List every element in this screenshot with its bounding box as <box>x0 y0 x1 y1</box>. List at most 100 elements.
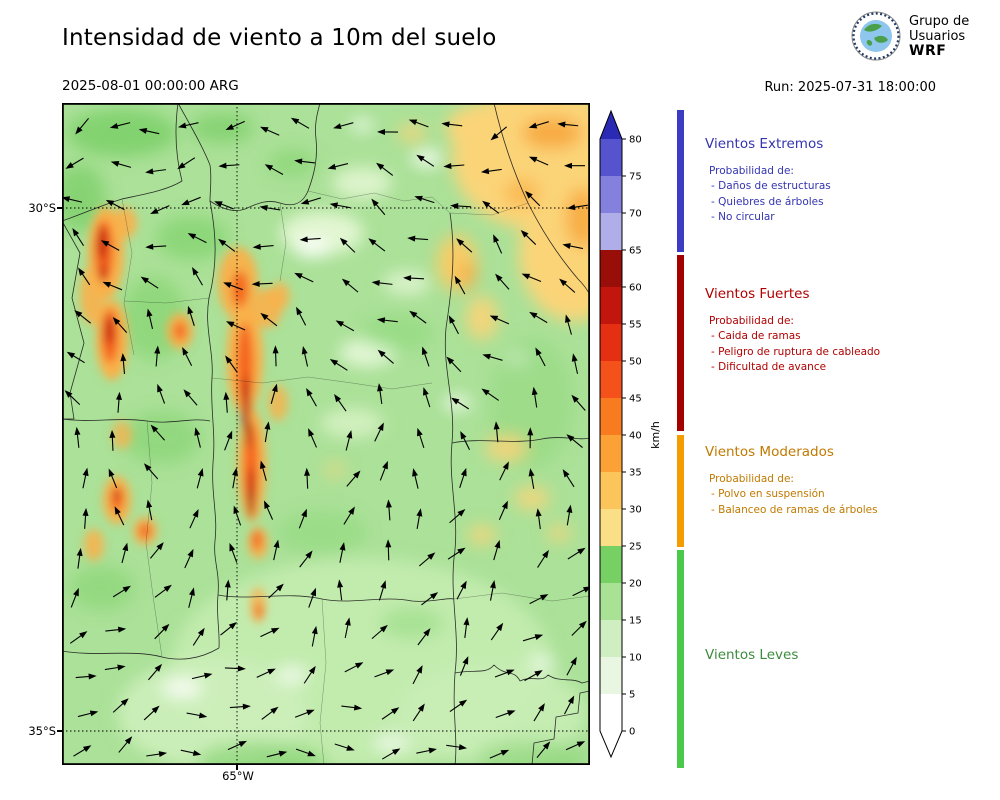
wind-arrow <box>371 279 393 286</box>
wind-arrow <box>481 388 499 401</box>
wind-arrow <box>418 552 436 567</box>
wind-arrow <box>339 237 356 253</box>
colorbar-tick-label: 5 <box>629 690 635 701</box>
wind-arrow <box>182 346 193 366</box>
wind-arrow <box>525 190 541 207</box>
legend-section: Vientos Moderados Probabilidad de: - Polvo… <box>705 444 878 518</box>
wind-arrow <box>566 656 577 676</box>
wind-arrow <box>499 461 509 481</box>
wind-arrow <box>524 670 543 682</box>
wind-arrow <box>273 539 280 561</box>
wind-arrow <box>112 317 128 334</box>
wind-arrow <box>102 281 123 291</box>
wind-arrow <box>498 500 508 521</box>
wind-arrow <box>300 197 322 205</box>
legend-section: Vientos Leves <box>705 647 798 663</box>
wind-arrow <box>566 504 573 526</box>
wind-arrow <box>232 467 239 489</box>
wind-arrow <box>341 704 363 711</box>
wind-arrow <box>218 162 240 169</box>
wind-arrow <box>327 163 349 170</box>
wind-arrow <box>382 748 401 760</box>
colorbar-under-arrow <box>600 731 622 757</box>
wind-arrow <box>449 699 468 712</box>
wind-arrow <box>298 508 307 529</box>
wind-arrow <box>299 550 313 568</box>
wind-arrow <box>264 421 271 443</box>
wind-arrow <box>82 507 89 529</box>
wind-arrow <box>177 157 196 170</box>
wind-arrow <box>376 317 398 324</box>
wind-arrow <box>454 275 466 295</box>
wind-arrow <box>341 278 359 293</box>
wind-arrow <box>412 468 419 489</box>
wind-arrow <box>456 580 467 600</box>
valid-time-label: 2025-08-01 00:00:00 ARG <box>62 78 239 94</box>
wind-arrow <box>343 506 355 525</box>
colorbar-tick-label: 75 <box>629 172 642 183</box>
wind-arrow <box>227 740 248 751</box>
legend-item: - Quiebres de árboles <box>711 195 824 208</box>
wind-arrow <box>76 547 83 569</box>
wind-arrow <box>567 204 588 211</box>
wind-arrow <box>495 710 516 718</box>
wind-arrow <box>191 672 213 680</box>
colorbar-tick-label: 25 <box>629 542 642 553</box>
wind-arrow <box>441 121 463 128</box>
wind-arrow <box>105 199 125 211</box>
wind-arrow <box>266 750 288 758</box>
wind-arrow <box>533 703 545 722</box>
wind-arrow <box>140 276 159 289</box>
legend-probability-label: Probabilidad de: <box>709 165 794 177</box>
wind-arrow <box>259 460 267 481</box>
wind-arrow <box>416 508 423 529</box>
wind-arrow <box>223 282 243 291</box>
wind-intensity-field <box>62 103 590 765</box>
wind-arrow <box>224 665 246 672</box>
wind-arrow <box>562 243 584 250</box>
colorbar-over-arrow <box>600 111 622 139</box>
legend-item: - Balanceo de ramas de árboles <box>711 503 878 516</box>
wind-arrow <box>178 122 199 129</box>
wind-arrow <box>121 542 129 564</box>
lat-tick-35s: 35°S <box>28 724 56 738</box>
colorbar-tick-label: 55 <box>629 320 642 331</box>
wind-arrow <box>143 463 159 480</box>
wind-arrow <box>73 745 92 757</box>
wind-arrow <box>154 623 170 640</box>
wind-arrow <box>260 312 278 327</box>
wind-arrow <box>421 346 430 367</box>
run-time-label: Run: 2025-07-31 18:00:00 <box>764 80 936 95</box>
colorbar-tick-label: 15 <box>629 616 642 627</box>
wrf-logo-block: Grupo de Usuarios WRF <box>850 10 969 62</box>
wind-arrow <box>385 499 392 521</box>
colorbar-segment <box>600 472 622 509</box>
axis-tick <box>57 730 62 732</box>
wind-arrow <box>66 351 85 364</box>
wind-arrow <box>564 162 586 169</box>
map-gridlines <box>62 103 590 765</box>
wind-arrow <box>381 707 400 720</box>
wind-arrow <box>225 120 245 131</box>
wind-arrow <box>535 347 546 367</box>
wind-arrow <box>571 353 579 374</box>
wind-arrow <box>412 703 425 722</box>
wind-arrow <box>70 587 79 608</box>
wind-arrow <box>294 272 314 283</box>
wind-arrow <box>224 579 231 601</box>
wind-map <box>62 103 590 765</box>
wind-arrow <box>493 421 500 443</box>
wind-legend: Vientos Extremos Probabilidad de: - Daños … <box>677 108 999 793</box>
wind-arrow <box>459 467 467 488</box>
wind-arrow <box>490 622 504 641</box>
wind-arrow <box>147 663 163 681</box>
wind-arrow <box>489 580 496 601</box>
wind-arrow <box>414 195 435 204</box>
wind-arrow <box>146 499 153 521</box>
colorbar-unit-label: km/h <box>649 421 662 449</box>
colorbar-tick-label: 40 <box>629 431 642 442</box>
wind-arrow <box>531 386 538 408</box>
wind-arrow <box>187 305 195 326</box>
colorbar-segment <box>600 509 622 546</box>
